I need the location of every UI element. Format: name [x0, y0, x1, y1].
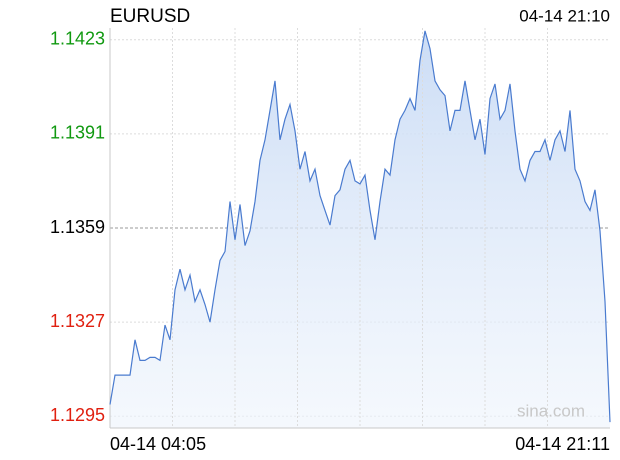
x-tick-label: 04-14 04:05 — [110, 434, 206, 454]
y-tick-label: 1.1359 — [50, 217, 105, 237]
timestamp: 04-14 21:10 — [519, 6, 610, 25]
y-tick-label: 1.1327 — [50, 311, 105, 331]
chart-title: EURUSD — [110, 6, 190, 27]
y-tick-label: 1.1423 — [50, 29, 105, 49]
vertical-grid — [172, 28, 548, 428]
plot-frame — [109, 28, 610, 429]
y-tick-label: 1.1391 — [50, 123, 105, 143]
price-line — [109, 30, 611, 423]
x-tick-label: 04-14 21:11 — [515, 434, 610, 454]
watermark: sina.com — [517, 401, 585, 420]
y-tick-label: 1.1295 — [50, 405, 105, 425]
